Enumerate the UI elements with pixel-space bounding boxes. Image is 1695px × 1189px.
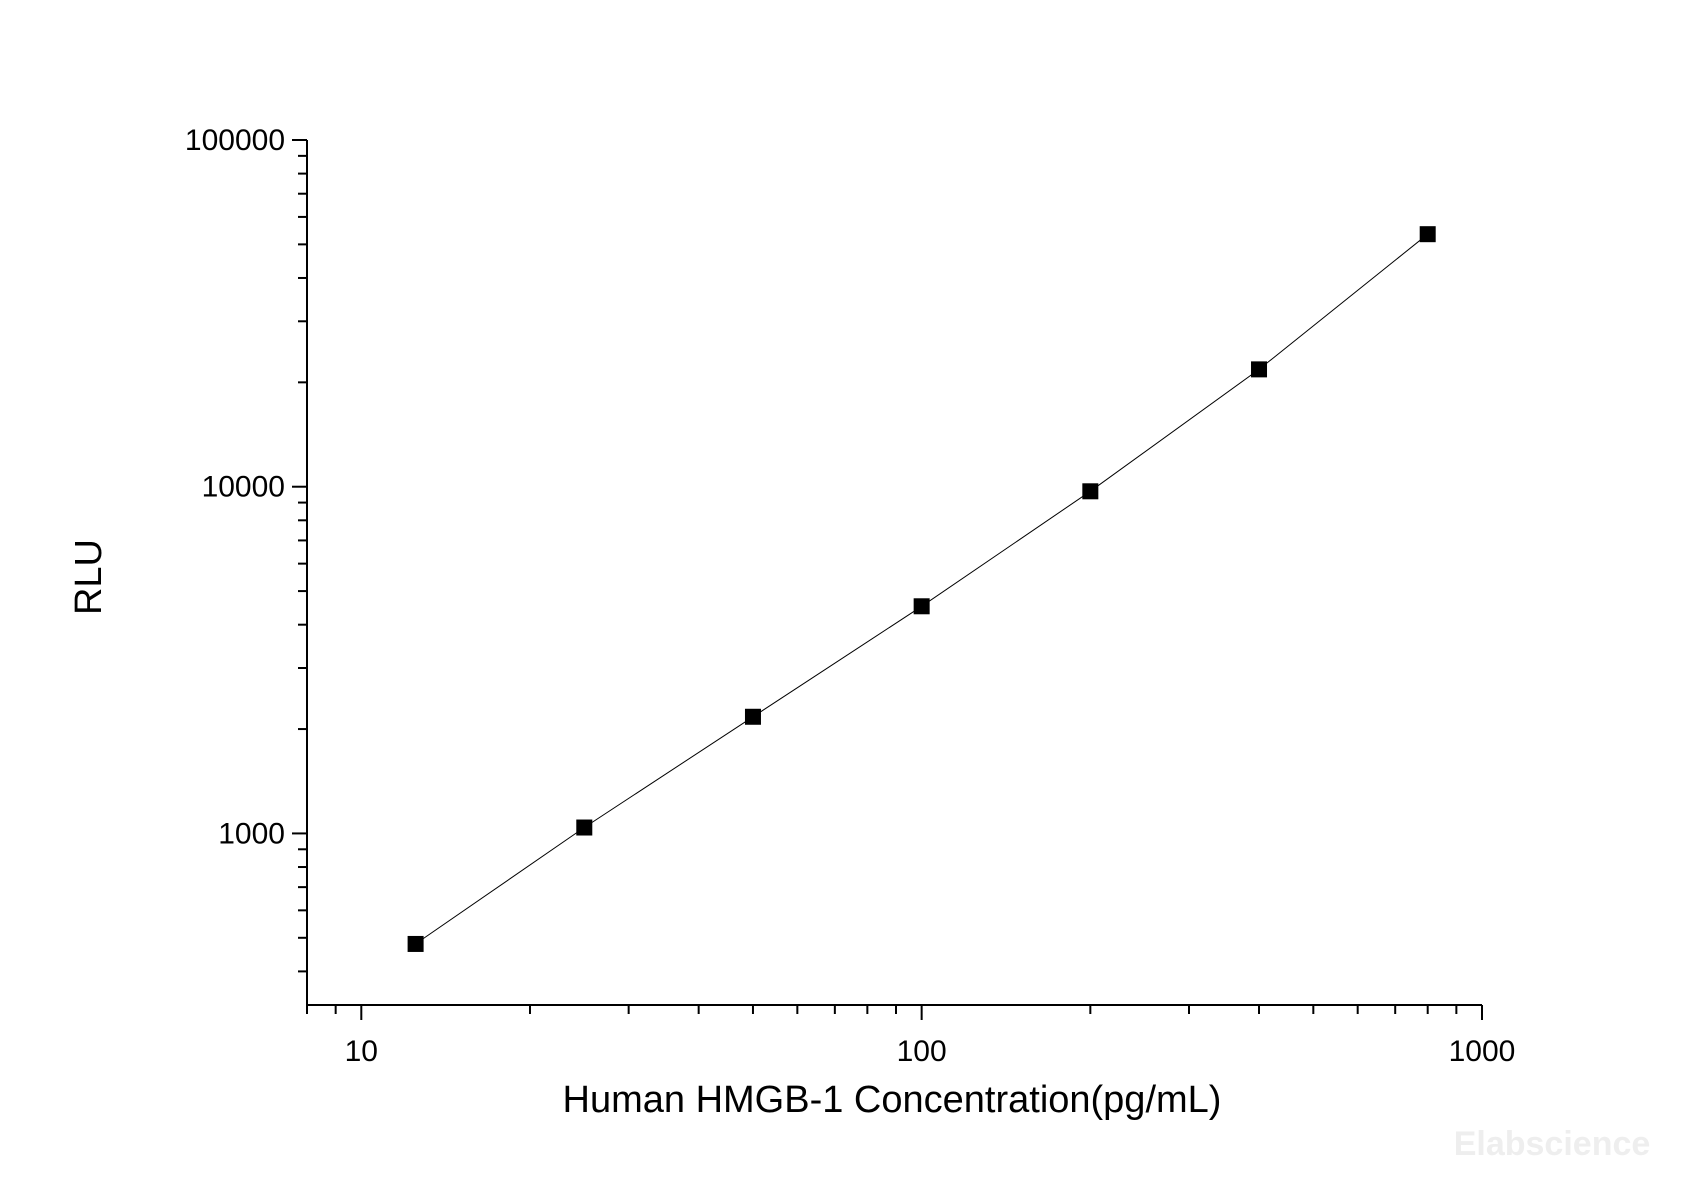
y-tick-label: 100000 xyxy=(185,124,285,157)
data-point xyxy=(1419,226,1436,243)
data-point xyxy=(407,935,424,952)
y-axis-title: RLU xyxy=(68,539,110,615)
data-point xyxy=(576,819,593,836)
tick-labels: 10 100 1000 1000 10000 100000 xyxy=(185,124,1515,1068)
x-tick-label: 1000 xyxy=(1449,1035,1516,1068)
y-tick-label: 10000 xyxy=(202,471,285,504)
watermark: Elabscience xyxy=(1454,1125,1651,1163)
x-axis-title: Human HMGB-1 Concentration(pg/mL) xyxy=(563,1079,1222,1121)
data-point xyxy=(1251,361,1268,378)
series-line xyxy=(415,233,1429,945)
series xyxy=(407,226,1436,952)
x-tick-label: 10 xyxy=(345,1035,378,1068)
data-point xyxy=(1082,483,1099,500)
ticks xyxy=(292,139,1483,1020)
data-point xyxy=(744,708,761,725)
axes xyxy=(306,140,1482,1006)
x-tick-label: 100 xyxy=(897,1035,947,1068)
y-tick-label: 1000 xyxy=(218,817,285,850)
data-point xyxy=(913,598,930,615)
